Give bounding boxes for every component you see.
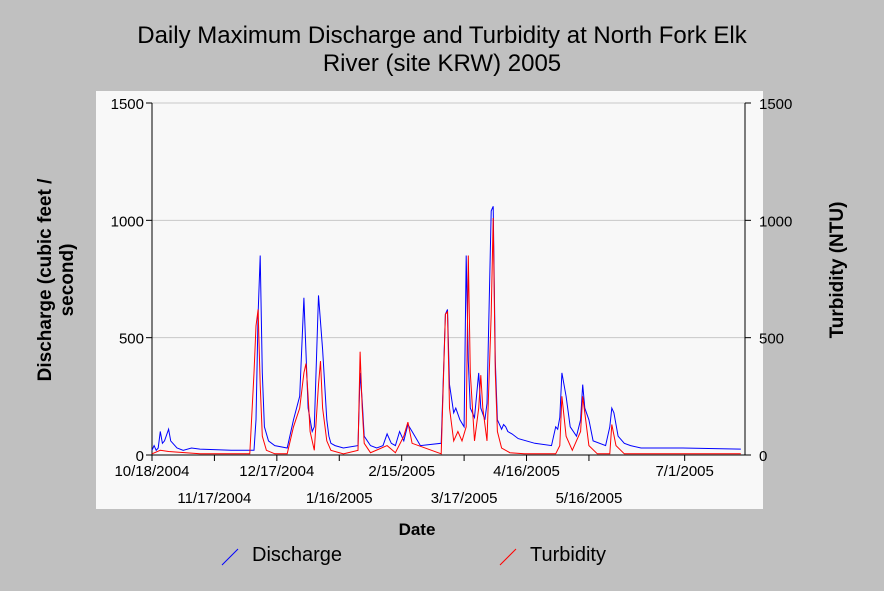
- chart-title-line-1: Daily Maximum Discharge and Turbidity at…: [137, 22, 747, 49]
- x-tick-label-lower: 1/16/2005: [306, 490, 373, 507]
- x-tick-label-lower: 5/16/2005: [556, 490, 623, 507]
- legend-item-turbidity: Turbidity: [498, 544, 606, 567]
- legend-swatch-turbidity: [499, 548, 517, 565]
- y-tick-label-right: 1500: [759, 96, 792, 113]
- plot-background: [96, 91, 763, 509]
- y-tick-label-left: 0: [136, 448, 144, 465]
- y-tick-label-left: 1000: [111, 213, 144, 230]
- x-tick-label-upper: 2/15/2005: [368, 463, 435, 480]
- y-tick-label-left: 500: [119, 331, 144, 348]
- x-tick-label-upper: 12/17/2004: [239, 463, 314, 480]
- x-tick-label-lower: 11/17/2004: [177, 490, 251, 507]
- y-axis-label-right: Turbidity (NTU): [827, 201, 848, 339]
- y-axis-label-left: Discharge (cubic feet / second): [35, 179, 79, 382]
- y-axis-label-left-line-1: Discharge (cubic feet /: [35, 178, 56, 382]
- series-line-discharge: [151, 206, 741, 452]
- x-axis-label: Date: [398, 520, 436, 539]
- legend-label-discharge: Discharge: [252, 544, 343, 566]
- y-tick-label-left: 1500: [111, 96, 144, 113]
- x-tick-label-upper: 4/16/2005: [493, 463, 560, 480]
- series-layer: [151, 206, 741, 455]
- x-tick-label-lower: 3/17/2005: [431, 490, 498, 507]
- x-tick-label-upper: 7/1/2005: [655, 463, 713, 480]
- y-tick-label-right: 500: [759, 331, 784, 348]
- legend-label-turbidity: Turbidity: [530, 544, 606, 566]
- x-tick-label-upper: 10/18/2004: [114, 463, 189, 480]
- y-axis-label-left-line-2: second): [57, 243, 78, 317]
- series-line-turbidity: [151, 217, 741, 455]
- chart-title-line-2: River (site KRW) 2005: [322, 50, 562, 77]
- tick-layer: 0 0 500 500 1000 1000 1500 1500 10/18/2004 12/17/…: [111, 96, 793, 507]
- y-tick-label-right: 1000: [759, 213, 792, 230]
- legend-item-discharge: Discharge: [220, 544, 342, 567]
- y-tick-label-right: 0: [759, 448, 767, 465]
- legend-swatch-discharge: [221, 548, 239, 565]
